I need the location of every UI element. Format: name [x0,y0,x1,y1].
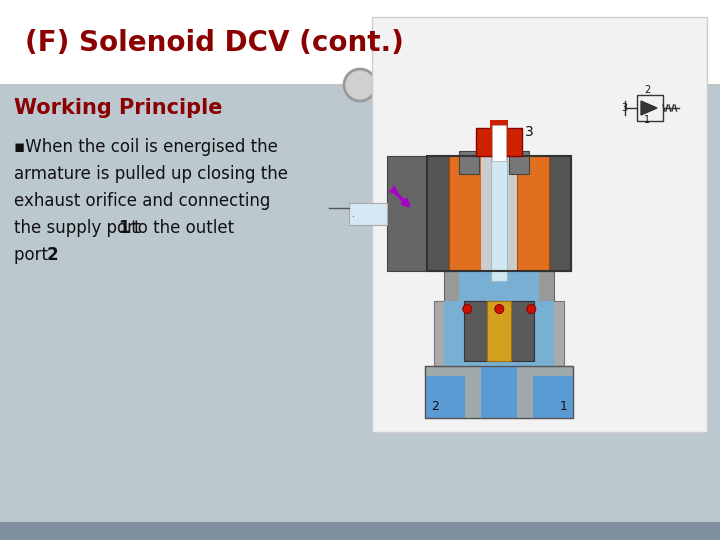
FancyBboxPatch shape [464,301,534,361]
FancyBboxPatch shape [387,156,427,271]
Text: 3: 3 [621,103,627,113]
FancyBboxPatch shape [372,17,707,432]
Circle shape [344,69,376,101]
FancyBboxPatch shape [0,85,720,540]
Text: the supply port: the supply port [14,219,145,237]
Text: to the outlet: to the outlet [126,219,234,237]
FancyBboxPatch shape [444,271,554,301]
FancyBboxPatch shape [534,376,573,418]
Text: armature is pulled up closing the: armature is pulled up closing the [14,165,288,183]
Text: 1: 1 [559,400,567,413]
Text: (F) Solenoid DCV (cont.): (F) Solenoid DCV (cont.) [25,29,404,57]
Text: .: . [352,209,355,219]
Text: 2: 2 [644,85,650,95]
FancyBboxPatch shape [492,125,506,161]
FancyBboxPatch shape [637,95,663,121]
Text: Working Principle: Working Principle [14,98,222,118]
FancyBboxPatch shape [459,271,539,301]
Circle shape [495,305,504,314]
FancyBboxPatch shape [426,376,465,418]
FancyBboxPatch shape [426,366,573,418]
FancyBboxPatch shape [490,120,508,140]
Text: 3: 3 [526,125,534,139]
Circle shape [463,305,472,314]
Text: 1: 1 [644,115,650,125]
FancyBboxPatch shape [459,151,480,174]
Text: exhaust orifice and connecting: exhaust orifice and connecting [14,192,271,210]
FancyBboxPatch shape [517,156,549,271]
FancyBboxPatch shape [481,156,517,271]
Text: 2: 2 [47,246,58,264]
FancyBboxPatch shape [487,301,511,361]
FancyBboxPatch shape [349,203,387,225]
Circle shape [527,305,536,314]
FancyBboxPatch shape [509,151,529,174]
Polygon shape [641,101,657,115]
FancyBboxPatch shape [449,156,481,271]
FancyBboxPatch shape [477,128,522,156]
FancyBboxPatch shape [481,366,517,418]
FancyBboxPatch shape [434,301,564,366]
FancyBboxPatch shape [427,156,449,271]
FancyBboxPatch shape [444,301,554,366]
Text: 2: 2 [431,400,439,413]
FancyBboxPatch shape [0,0,720,85]
FancyBboxPatch shape [549,156,571,271]
Text: 1: 1 [118,219,130,237]
FancyBboxPatch shape [0,522,720,540]
FancyBboxPatch shape [491,141,508,281]
Text: port: port [14,246,53,264]
Text: ▪When the coil is energised the: ▪When the coil is energised the [14,138,278,156]
